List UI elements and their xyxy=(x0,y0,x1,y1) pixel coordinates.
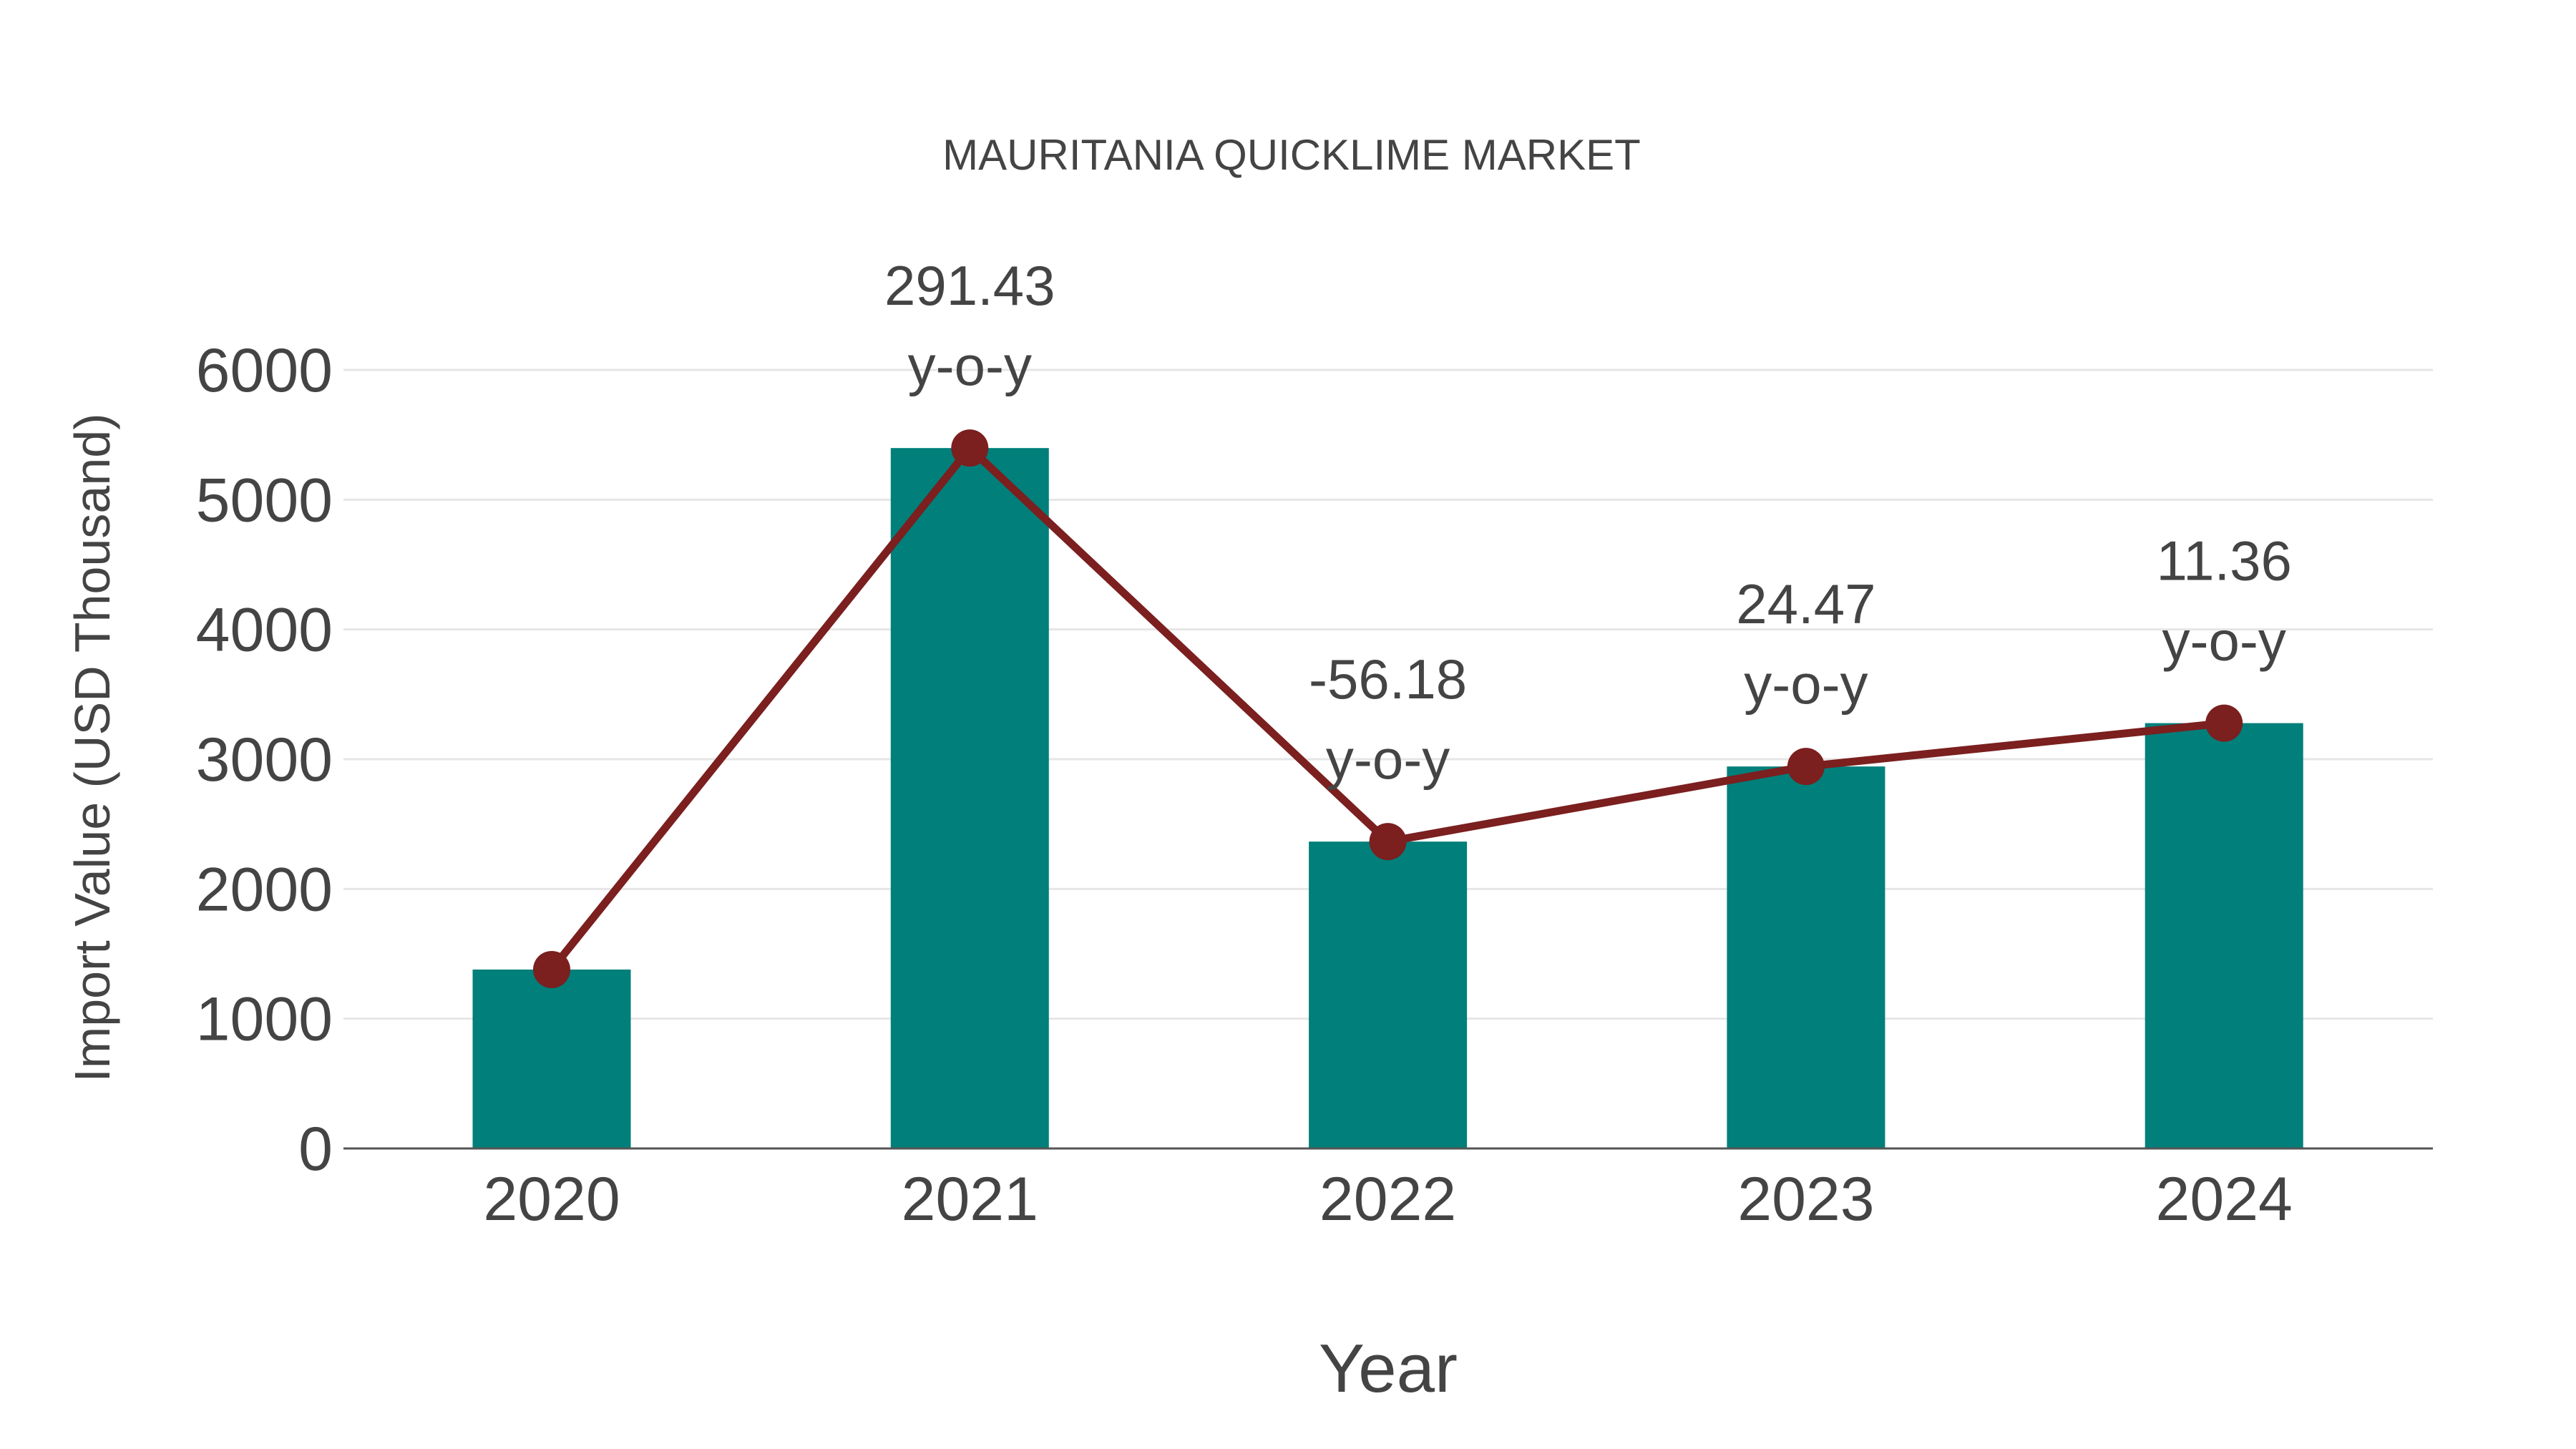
y-axis-title: Import Value (USD Thousand) xyxy=(64,413,120,1082)
line-marker-2022 xyxy=(1369,823,1407,861)
line-marker-2020 xyxy=(533,950,570,988)
line-series xyxy=(533,429,2243,988)
y-tick-label: 1000 xyxy=(196,985,333,1054)
y-tick-label: 0 xyxy=(298,1115,333,1184)
bar-2020 xyxy=(472,969,631,1148)
yoy-annotations: 291.43 y-o-y -56.18 y-o-y 24.47 y-o-y 11.36 y-o… xyxy=(884,254,2292,791)
y-tick-label: 5000 xyxy=(196,466,333,535)
x-tick-label: 2020 xyxy=(483,1165,620,1234)
bar-2024 xyxy=(2145,723,2303,1148)
yoy-suffix-2023: y-o-y xyxy=(1744,653,1868,716)
bar-2023 xyxy=(1727,766,1885,1148)
yoy-suffix-2022: y-o-y xyxy=(1326,728,1450,791)
y-tick-label: 4000 xyxy=(196,596,333,665)
x-tick-label: 2022 xyxy=(1319,1165,1456,1234)
gridlines xyxy=(343,369,2433,1020)
x-axis-ticks: 2020 2021 2022 2023 2024 xyxy=(483,1165,2293,1234)
yoy-value-2023: 24.47 xyxy=(1736,572,1875,635)
x-tick-label: 2024 xyxy=(2156,1165,2293,1234)
yoy-value-2022: -56.18 xyxy=(1309,648,1467,711)
yoy-suffix-2024: y-o-y xyxy=(2162,610,2286,673)
bar-2022 xyxy=(1309,841,1468,1148)
bar-series xyxy=(472,448,2303,1148)
line-marker-2024 xyxy=(2205,704,2243,742)
y-tick-label: 6000 xyxy=(196,336,333,405)
chart-title: MAURITANIA QUICKLIME MARKET xyxy=(942,131,1641,179)
y-tick-label: 3000 xyxy=(196,726,333,794)
x-axis-title: Year xyxy=(1319,1330,1458,1407)
line-marker-2023 xyxy=(1787,748,1825,786)
yoy-suffix-2021: y-o-y xyxy=(908,334,1032,397)
x-tick-label: 2021 xyxy=(902,1165,1038,1234)
line-marker-2021 xyxy=(951,429,989,467)
yoy-value-2024: 11.36 xyxy=(2156,530,2291,592)
bar-2021 xyxy=(890,448,1049,1148)
y-axis-ticks: 0 1000 2000 3000 4000 5000 6000 xyxy=(196,336,333,1184)
x-tick-label: 2023 xyxy=(1737,1165,1874,1234)
y-tick-label: 2000 xyxy=(196,855,333,924)
yoy-value-2021: 291.43 xyxy=(884,254,1055,317)
